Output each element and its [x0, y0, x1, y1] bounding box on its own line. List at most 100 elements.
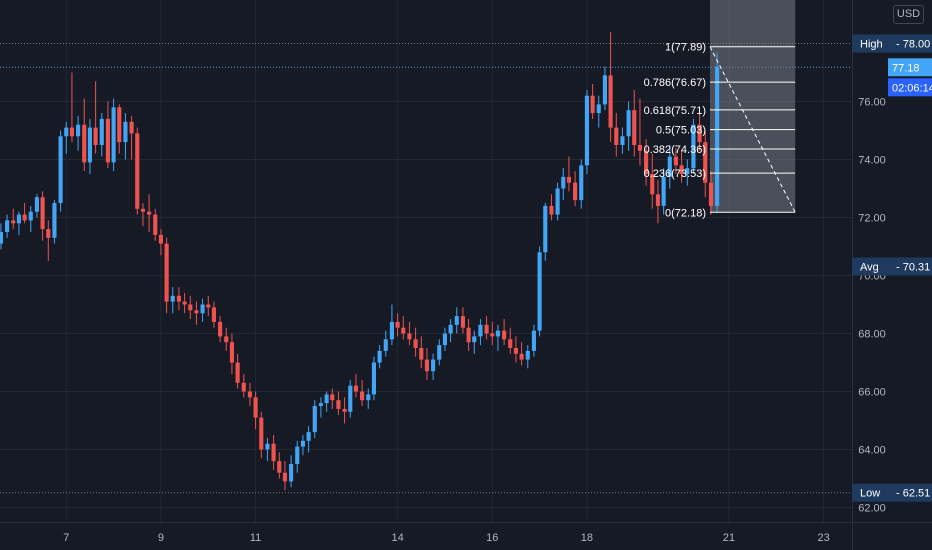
candle-up	[555, 188, 560, 215]
avg-tag-label: Avg	[860, 262, 879, 274]
candle-down	[360, 391, 365, 401]
currency-button[interactable]: USD	[893, 5, 924, 24]
candle-down	[188, 304, 193, 311]
candle-up	[667, 156, 672, 177]
candle-up	[28, 211, 33, 221]
candle-down	[164, 243, 169, 302]
candle-down	[413, 339, 418, 348]
candle-down	[632, 110, 637, 145]
avg-tag	[852, 257, 932, 276]
candle-up	[685, 168, 690, 174]
candle-down	[224, 336, 229, 343]
candle-down	[22, 214, 27, 221]
candles	[0, 31, 720, 491]
candle-up	[661, 176, 666, 206]
candle-up	[383, 339, 388, 351]
candle-up	[478, 324, 483, 337]
reference-lines	[0, 43, 852, 494]
candle-down	[330, 394, 335, 401]
candle-down	[158, 234, 164, 244]
candle-down	[206, 304, 211, 308]
candle-down	[466, 327, 471, 343]
candle-up	[620, 136, 625, 145]
fibonacci-range-box[interactable]	[710, 0, 796, 213]
candle-up	[123, 121, 128, 143]
candle-up	[691, 124, 696, 169]
candle-down	[105, 118, 110, 163]
low-tag	[852, 483, 932, 502]
candle-down	[508, 339, 513, 348]
candle-down	[235, 362, 240, 383]
candle-down	[182, 301, 187, 305]
candle-down	[218, 321, 223, 337]
candle-up	[495, 330, 501, 337]
x-tick-label: 18	[581, 532, 593, 544]
candle-up	[16, 214, 22, 224]
candle-down	[229, 342, 235, 363]
candle-down	[147, 211, 152, 215]
y-tick-label: 72.00	[858, 213, 886, 225]
candle-up	[87, 127, 93, 163]
candle-up	[537, 252, 542, 331]
candle-up	[295, 446, 300, 464]
candle-down	[703, 142, 708, 183]
y-tick-label: 68.00	[858, 329, 886, 341]
candle-up	[596, 104, 601, 114]
candle-up	[200, 304, 205, 314]
fib-level-label: 0.236(73.53)	[644, 168, 706, 180]
candle-up	[371, 362, 377, 395]
candle-down	[424, 359, 430, 372]
candle-down	[655, 194, 661, 206]
candle-down	[484, 324, 489, 334]
candle-down	[673, 156, 678, 166]
candle-up	[431, 359, 436, 372]
candle-up	[64, 127, 69, 137]
y-tick-label: 74.00	[858, 155, 886, 167]
candle-down	[549, 205, 554, 215]
candle-up	[52, 203, 57, 238]
candle-down	[211, 307, 217, 322]
candle-down	[247, 391, 252, 398]
candle-down	[679, 165, 684, 174]
candle-down	[194, 310, 199, 314]
candle-up	[448, 324, 453, 334]
candle-down	[590, 95, 595, 114]
candle-up	[454, 316, 459, 325]
candle-up	[626, 110, 631, 137]
candle-down	[277, 461, 282, 473]
candle-down	[644, 150, 649, 174]
candle-down	[69, 127, 75, 137]
y-tick-label: 76.00	[858, 97, 886, 109]
candle-down	[395, 321, 400, 328]
candle-down	[573, 182, 578, 201]
candle-up	[5, 220, 10, 232]
candle-up	[306, 432, 311, 441]
candle-down	[342, 408, 347, 412]
fib-trend-line	[709, 46, 796, 213]
candle-down	[11, 220, 16, 224]
candle-down	[140, 208, 146, 212]
x-tick-label: 14	[391, 532, 403, 544]
candle-down	[708, 182, 714, 206]
candle-up	[76, 124, 81, 137]
y-tick-label: 66.00	[858, 387, 886, 399]
candle-down	[46, 229, 51, 238]
candle-down	[153, 214, 158, 235]
countdown-tag	[888, 78, 932, 97]
y-tick-label: 62.00	[858, 503, 886, 515]
fib-level-label: 0(72.18)	[665, 207, 706, 219]
fibonacci-drawing[interactable]	[710, 0, 796, 213]
fib-level-label: 0.382(74.36)	[644, 144, 706, 156]
candle-down	[460, 316, 465, 328]
candle-up	[366, 394, 371, 401]
x-tick-label: 21	[723, 532, 735, 544]
high-tag-label: High	[860, 39, 883, 51]
current-tag-value: 77.18	[892, 62, 920, 74]
candle-up	[265, 443, 270, 450]
high-tag	[852, 34, 932, 53]
candle-up	[170, 295, 175, 302]
candle-up	[437, 345, 442, 360]
candle-down	[129, 121, 134, 134]
grid	[0, 0, 852, 522]
